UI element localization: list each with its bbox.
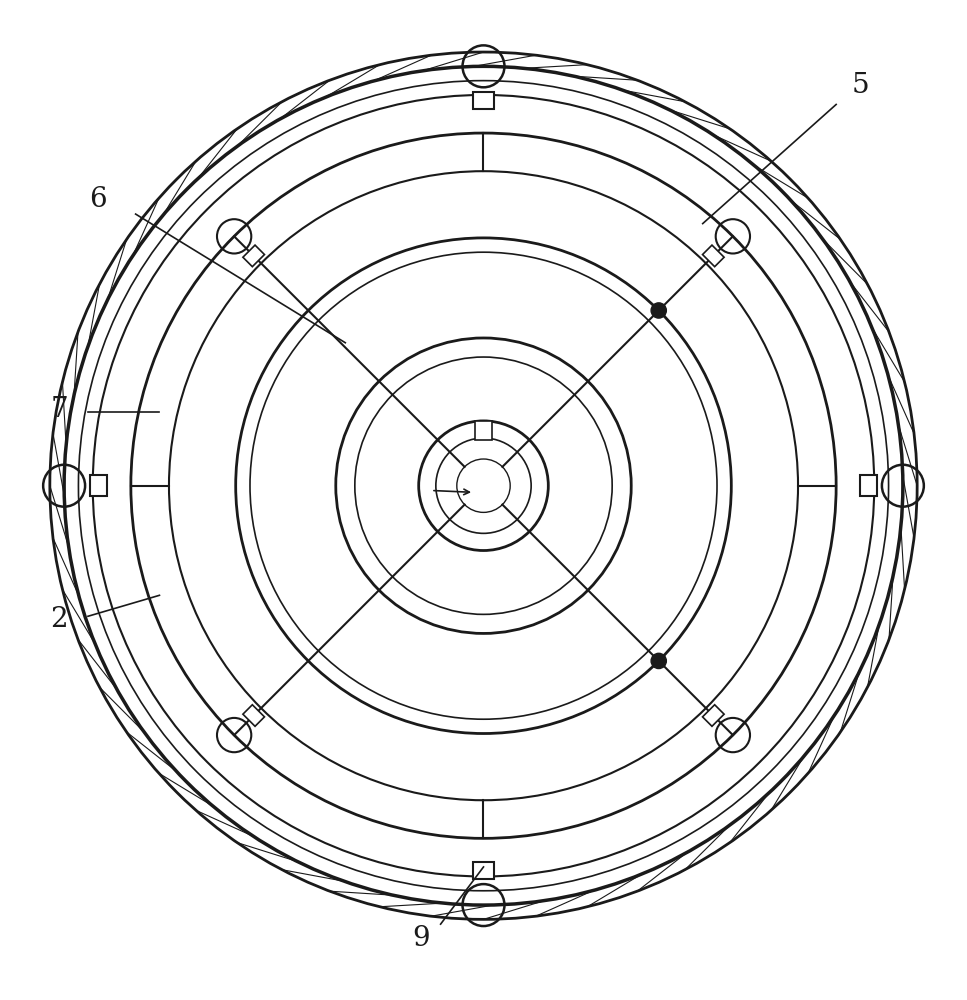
Polygon shape [243, 245, 264, 267]
Polygon shape [90, 475, 107, 496]
Text: 6: 6 [89, 186, 106, 213]
Text: 9: 9 [413, 925, 430, 952]
Bar [475, 421, 492, 440]
Circle shape [651, 653, 666, 669]
Text: 7: 7 [50, 396, 69, 423]
Polygon shape [860, 475, 877, 496]
Polygon shape [473, 862, 494, 879]
Circle shape [651, 303, 666, 318]
Polygon shape [703, 705, 724, 726]
Polygon shape [473, 92, 494, 109]
Polygon shape [703, 245, 724, 267]
Text: 5: 5 [851, 72, 868, 99]
Polygon shape [243, 705, 264, 726]
Text: 2: 2 [50, 606, 69, 633]
